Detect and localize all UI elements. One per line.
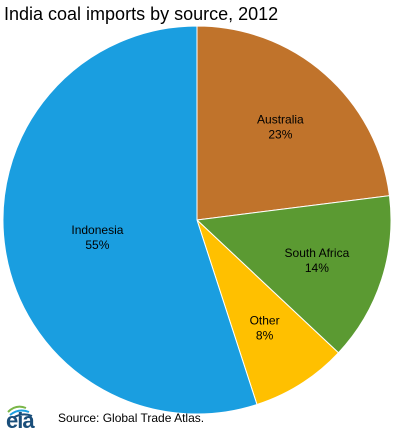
slice-label-other: Other (250, 314, 280, 328)
slice-percent-australia: 23% (268, 127, 292, 141)
pie-slice-australia (196, 25, 391, 221)
slice-percent-indonesia: 55% (85, 238, 109, 252)
pie-slice-other (196, 219, 340, 406)
chart-title: India coal imports by source, 2012 (4, 4, 279, 24)
slice-percent-south-africa: 14% (305, 261, 329, 275)
slice-label-australia: Australia (257, 112, 304, 126)
slice-label-south-africa: South Africa (285, 246, 350, 260)
slice-percent-other: 8% (256, 329, 274, 343)
eia-logo: eia (4, 404, 50, 433)
eia-logo-icon (7, 405, 33, 419)
eia-logo-text: eia (6, 408, 35, 433)
source-note: Source: Global Trade Atlas. (58, 411, 205, 425)
slice-label-indonesia: Indonesia (71, 223, 123, 237)
chart-footer: eia Source: Global Trade Atlas. (4, 404, 205, 433)
pie-slice-indonesia (2, 25, 258, 415)
pie-slice-south-africa (195, 195, 392, 354)
